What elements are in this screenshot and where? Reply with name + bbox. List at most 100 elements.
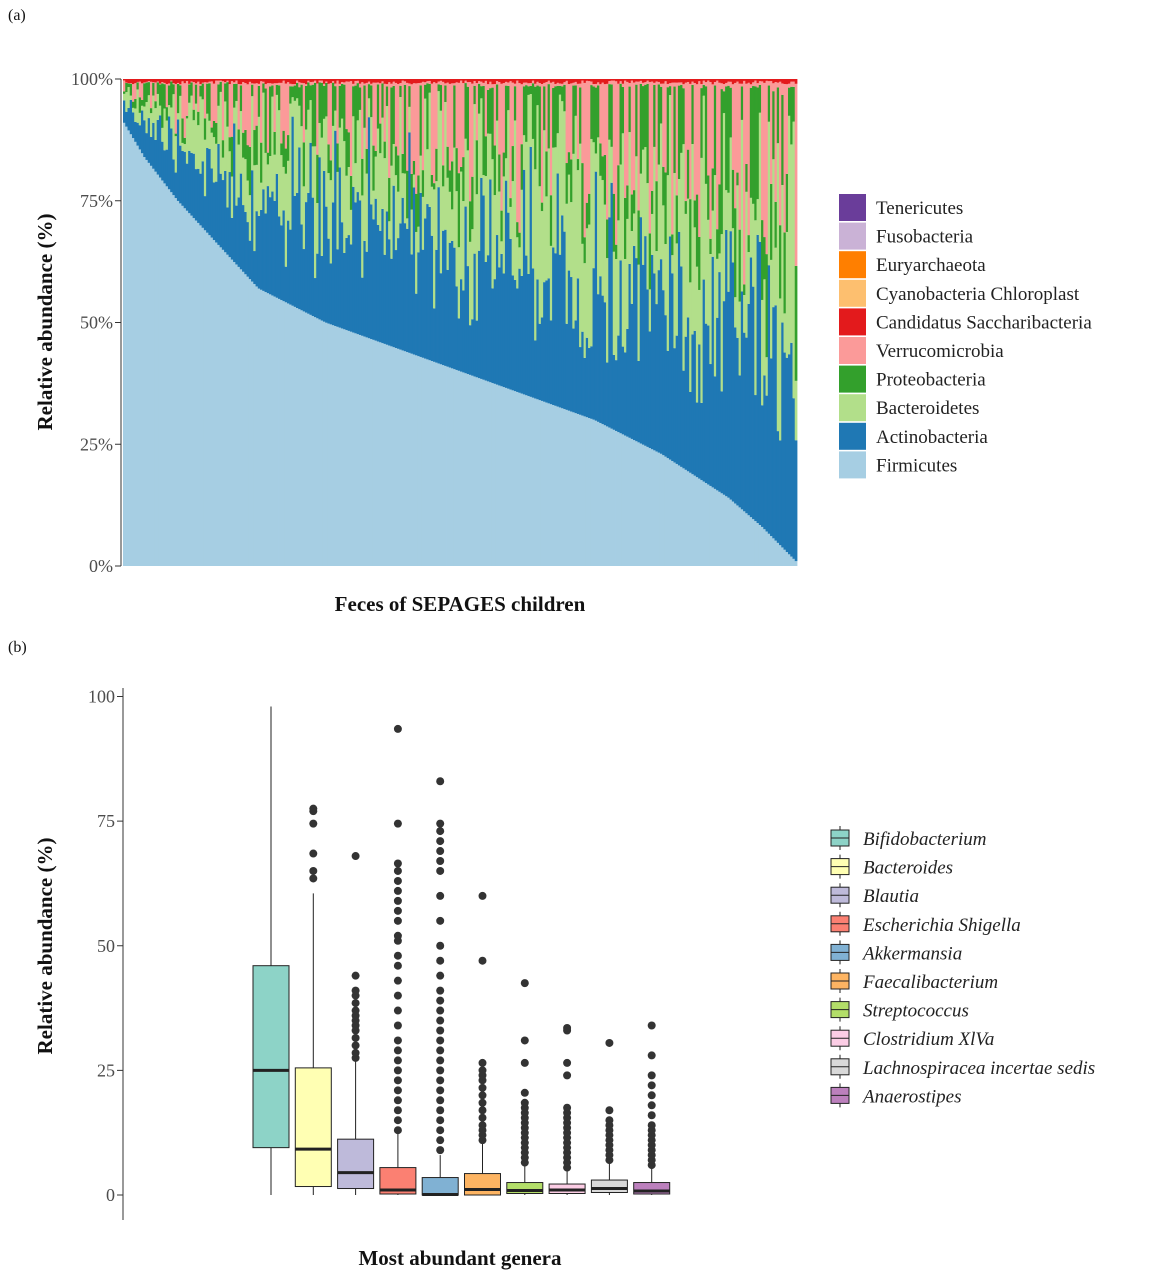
bar-segment-actinobacteria bbox=[385, 211, 389, 345]
bar-segment-firmicutes bbox=[192, 218, 196, 567]
bar-segment-firmicutes bbox=[163, 183, 167, 566]
bar-segment-verrucomicrobia bbox=[763, 82, 766, 238]
bar-segment-bacteroidetes bbox=[248, 195, 252, 241]
bar-segment-actinobacteria bbox=[444, 229, 447, 366]
bar-segment-actinobacteria bbox=[370, 204, 373, 340]
bar-segment-candidatus-saccharibacteria bbox=[567, 79, 571, 85]
bar-segment-proteobacteria bbox=[325, 82, 328, 117]
bar-segment-verrucomicrobia bbox=[183, 83, 187, 138]
bar-segment-actinobacteria bbox=[394, 250, 398, 348]
bar-segment-bacteroidetes bbox=[635, 156, 638, 259]
bar-segment-verrucomicrobia bbox=[406, 82, 409, 171]
bar-segment-verrucomicrobia bbox=[149, 81, 153, 109]
bar-segment-bacteroidetes bbox=[421, 196, 425, 250]
bar-segment-actinobacteria bbox=[788, 354, 791, 555]
bar-segment-proteobacteria bbox=[484, 136, 488, 177]
bar-segment-actinobacteria bbox=[352, 186, 355, 333]
bar-segment-firmicutes bbox=[408, 352, 411, 566]
bar-segment-firmicutes bbox=[495, 384, 499, 566]
bar-segment-actinobacteria bbox=[403, 223, 407, 352]
bar-segment-actinobacteria bbox=[257, 215, 261, 289]
bar-segment-verrucomicrobia bbox=[770, 81, 773, 184]
bar-segment-actinobacteria bbox=[626, 328, 629, 437]
bar-segment-verrucomicrobia bbox=[570, 83, 573, 160]
bar-segment-candidatus-saccharibacteria bbox=[599, 79, 602, 85]
bar-segment-firmicutes bbox=[208, 235, 212, 566]
bar-segment-verrucomicrobia bbox=[565, 80, 569, 164]
bar-segment-firmicutes bbox=[336, 326, 340, 566]
y-tick-label: 0 bbox=[106, 1185, 115, 1205]
bar-segment-proteobacteria bbox=[671, 234, 674, 256]
bar-segment-verrucomicrobia bbox=[792, 81, 796, 87]
bar-segment-proteobacteria bbox=[309, 85, 313, 101]
bar-segment-bacteroidetes bbox=[331, 125, 335, 203]
bar-segment-proteobacteria bbox=[255, 125, 259, 165]
bar-segment-bacteroidetes bbox=[597, 137, 600, 295]
bar-segment-verrucomicrobia bbox=[325, 81, 328, 83]
bar-segment-bacteroidetes bbox=[131, 107, 135, 113]
bar-segment-verrucomicrobia bbox=[747, 82, 751, 236]
bar-segment-candidatus-saccharibacteria bbox=[758, 79, 762, 82]
bar-segment-candidatus-saccharibacteria bbox=[372, 79, 376, 83]
bar-segment-firmicutes bbox=[691, 474, 695, 566]
bar-segment-bacteroidetes bbox=[410, 209, 414, 255]
bar-segment-bacteroidetes bbox=[185, 118, 189, 164]
outlier-point bbox=[436, 1046, 445, 1055]
bar-segment-firmicutes bbox=[210, 237, 214, 566]
bar-segment-candidatus-saccharibacteria bbox=[379, 79, 382, 84]
bar-segment-verrucomicrobia bbox=[255, 83, 259, 126]
bar-segment-firmicutes bbox=[221, 249, 225, 566]
bar-segment-actinobacteria bbox=[498, 267, 501, 386]
bar-segment-actinobacteria bbox=[624, 352, 627, 436]
bar-segment-firmicutes bbox=[179, 203, 182, 566]
bar-segment-proteobacteria bbox=[424, 84, 427, 99]
bar-segment-proteobacteria bbox=[372, 145, 376, 191]
bar-segment-verrucomicrobia bbox=[727, 81, 730, 86]
bar-segment-bacteroidetes bbox=[466, 150, 470, 267]
bar-segment-verrucomicrobia bbox=[197, 81, 200, 112]
bar-segment-actinobacteria bbox=[601, 295, 605, 425]
bar-segment-candidatus-saccharibacteria bbox=[363, 79, 367, 84]
bar-segment-candidatus-saccharibacteria bbox=[194, 79, 198, 84]
bar-segment-firmicutes bbox=[475, 377, 479, 566]
bar-segment-candidatus-saccharibacteria bbox=[188, 79, 191, 84]
bar-segment-verrucomicrobia bbox=[235, 80, 238, 84]
bar-segment-actinobacteria bbox=[695, 402, 699, 478]
bar-segment-verrucomicrobia bbox=[417, 83, 420, 176]
bar-segment-actinobacteria bbox=[421, 249, 425, 358]
bar-segment-bacteroidetes bbox=[298, 105, 301, 148]
bar-segment-bacteroidetes bbox=[583, 263, 587, 358]
bar-segment-firmicutes bbox=[749, 517, 753, 566]
bar-segment-candidatus-saccharibacteria bbox=[127, 79, 131, 84]
outlier-point bbox=[605, 1116, 614, 1125]
bar-segment-verrucomicrobia bbox=[504, 81, 508, 86]
bar-segment-proteobacteria bbox=[185, 115, 189, 119]
outlier-point bbox=[563, 1103, 572, 1112]
bar-segment-firmicutes bbox=[632, 440, 636, 566]
bar-segment-verrucomicrobia bbox=[783, 83, 787, 233]
legend-label: Anaerostipes bbox=[861, 1086, 962, 1107]
bar-segment-bacteroidetes bbox=[215, 143, 218, 182]
bar-segment-actinobacteria bbox=[251, 170, 254, 282]
bar-segment-actinobacteria bbox=[412, 187, 416, 355]
bar-segment-verrucomicrobia bbox=[752, 82, 755, 87]
bar-segment-verrucomicrobia bbox=[641, 82, 645, 87]
bar-segment-candidatus-saccharibacteria bbox=[495, 79, 499, 82]
bar-segment-bacteroidetes bbox=[689, 282, 692, 392]
outlier-point bbox=[393, 866, 402, 875]
bar-segment-verrucomicrobia bbox=[430, 83, 434, 175]
bar-segment-verrucomicrobia bbox=[403, 81, 407, 85]
bar-segment-proteobacteria bbox=[451, 161, 454, 210]
bar-segment-candidatus-saccharibacteria bbox=[338, 79, 342, 84]
bar-segment-bacteroidetes bbox=[147, 95, 151, 119]
bar-segment-actinobacteria bbox=[549, 320, 553, 405]
bar-segment-verrucomicrobia bbox=[379, 83, 382, 124]
bar-segment-verrucomicrobia bbox=[743, 80, 746, 285]
bar-segment-bacteroidetes bbox=[637, 264, 641, 361]
bar-segment-proteobacteria bbox=[446, 146, 450, 178]
bar-segment-bacteroidetes bbox=[123, 93, 126, 101]
bar-segment-candidatus-saccharibacteria bbox=[698, 79, 701, 82]
bar-segment-firmicutes bbox=[543, 401, 546, 566]
panel-a-tag: (a) bbox=[8, 7, 26, 24]
bar-segment-actinobacteria bbox=[632, 245, 636, 441]
